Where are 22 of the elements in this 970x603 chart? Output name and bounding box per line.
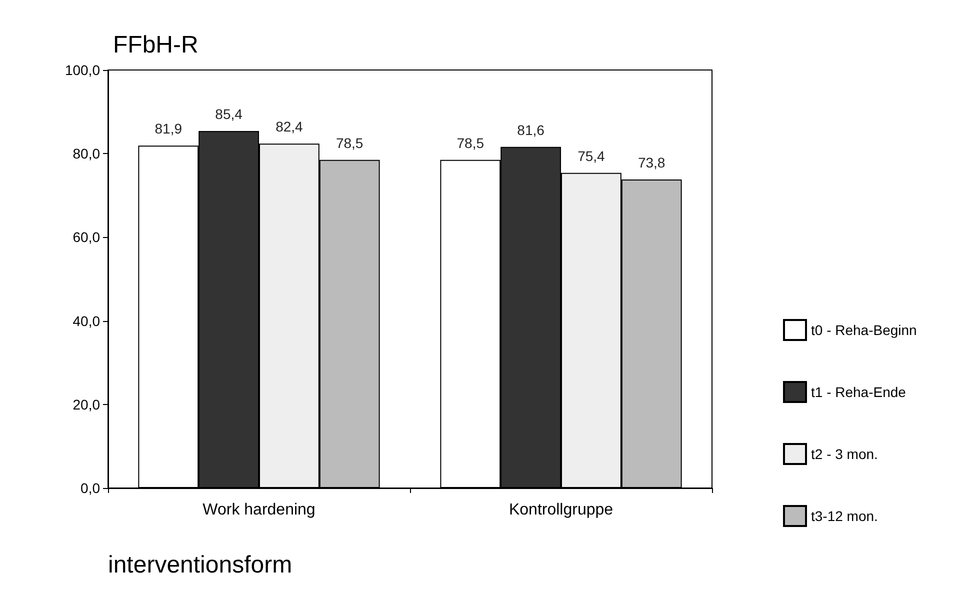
y-tick-label: 20,0 bbox=[72, 396, 100, 412]
y-tick-label: 0,0 bbox=[80, 480, 100, 496]
data-label: 75,4 bbox=[578, 148, 606, 164]
y-tick-label: 100,0 bbox=[64, 62, 100, 78]
data-label: 82,4 bbox=[276, 118, 304, 135]
chart-title: FFbH-R bbox=[113, 32, 198, 58]
x-tick-label: Kontrollgruppe bbox=[508, 502, 614, 518]
y-tick-label: 40,0 bbox=[72, 312, 100, 329]
data-label: 78,5 bbox=[456, 134, 484, 151]
data-label: 85,4 bbox=[215, 106, 243, 122]
legend-label: t1 - Reha-Ende bbox=[811, 384, 906, 400]
legend-label: t2 - 3 mon. bbox=[811, 446, 878, 462]
x-axis-title: interventionsform bbox=[108, 552, 292, 578]
y-tick-label: 60,0 bbox=[72, 229, 100, 246]
data-label: 81,6 bbox=[517, 122, 545, 138]
data-label: 78,5 bbox=[336, 134, 364, 151]
legend-label: t3-12 mon. bbox=[811, 508, 878, 524]
data-label: 81,9 bbox=[154, 120, 182, 137]
x-tick-label: Work hardening bbox=[202, 502, 316, 518]
y-tick-label: 80,0 bbox=[72, 146, 100, 162]
data-label: 73,8 bbox=[638, 154, 666, 171]
legend-label: t0 - Reha-Beginn bbox=[811, 322, 917, 338]
